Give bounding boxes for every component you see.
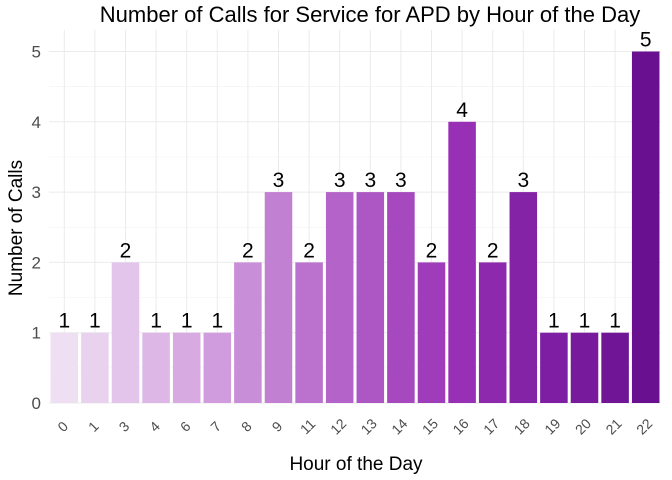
x-tick-label: 16 xyxy=(449,415,471,437)
x-tick-label: 9 xyxy=(269,418,286,435)
bar-hour-16 xyxy=(448,121,476,404)
bar-hour-20 xyxy=(570,332,599,403)
chart-title: Number of Calls for Service for APD by H… xyxy=(100,2,640,27)
x-tick-label: 1 xyxy=(85,418,102,435)
y-tick-label: 1 xyxy=(32,324,41,343)
data-label: 2 xyxy=(487,239,499,262)
data-label: 1 xyxy=(211,310,223,333)
bar-hour-4 xyxy=(142,332,170,403)
data-label: 1 xyxy=(89,310,101,333)
data-label: 2 xyxy=(303,239,315,262)
x-tick-label: 0 xyxy=(54,418,71,435)
bar-hour-21 xyxy=(601,332,629,403)
bar-hour-15 xyxy=(417,262,446,403)
bar-hour-0 xyxy=(50,332,79,403)
bar-hour-19 xyxy=(540,332,568,403)
bar-hour-6 xyxy=(172,332,201,403)
bar-hour-13 xyxy=(356,192,385,403)
x-tick-labels: 0 1 3 4 6 7 8 9 11 12 13 14 15 16 17 18 19 20 21 22 xyxy=(54,415,655,437)
data-label: 1 xyxy=(150,310,162,333)
bar-hour-8 xyxy=(234,262,262,403)
bar-hour-3 xyxy=(111,262,140,403)
data-label: 1 xyxy=(579,310,591,333)
data-label: 1 xyxy=(58,310,70,333)
y-tick-label: 5 xyxy=(32,43,41,62)
grid-lines xyxy=(49,30,661,404)
data-label: 1 xyxy=(548,310,560,333)
x-tick-label: 4 xyxy=(146,418,163,435)
y-tick-label: 4 xyxy=(32,113,41,132)
bar-hour-22 xyxy=(631,51,660,403)
bar-hour-17 xyxy=(478,262,507,403)
data-label: 3 xyxy=(334,169,346,192)
data-label: 4 xyxy=(456,99,468,122)
x-tick-label: 3 xyxy=(116,418,133,435)
bar-hour-7 xyxy=(203,332,232,403)
bar-hour-14 xyxy=(387,192,415,403)
bar-hour-18 xyxy=(509,192,538,403)
x-tick-label: 15 xyxy=(419,415,441,437)
bar-hour-1 xyxy=(81,332,109,403)
x-tick-label: 6 xyxy=(177,418,194,435)
x-tick-label: 12 xyxy=(327,415,349,437)
y-tick-label: 0 xyxy=(32,394,41,413)
x-tick-label: 21 xyxy=(602,415,624,437)
data-label: 1 xyxy=(609,310,621,333)
x-tick-label: 19 xyxy=(541,415,563,437)
data-label: 3 xyxy=(395,169,407,192)
x-tick-label: 18 xyxy=(511,415,533,437)
data-label: 2 xyxy=(242,239,254,262)
bar-hour-12 xyxy=(325,192,354,403)
bars xyxy=(50,51,660,404)
data-label: 1 xyxy=(181,310,193,333)
data-label: 3 xyxy=(364,169,376,192)
data-label: 2 xyxy=(120,239,132,262)
x-tick-label: 22 xyxy=(633,415,655,437)
y-tick-label: 2 xyxy=(32,253,41,272)
bar-hour-11 xyxy=(295,262,323,403)
x-tick-label: 17 xyxy=(480,415,502,437)
y-tick-label: 3 xyxy=(32,183,41,202)
data-label: 5 xyxy=(640,29,652,52)
y-tick-labels: 0 1 2 3 4 5 xyxy=(32,43,41,414)
bar-hour-9 xyxy=(264,192,293,403)
x-axis-title: Hour of the Day xyxy=(289,454,423,475)
x-tick-label: 14 xyxy=(388,415,410,437)
data-label: 3 xyxy=(273,169,285,192)
x-tick-label: 11 xyxy=(297,416,319,438)
data-label: 3 xyxy=(517,169,529,192)
x-tick-label: 13 xyxy=(358,415,380,437)
x-tick-label: 8 xyxy=(238,418,255,435)
x-tick-label: 20 xyxy=(572,415,594,437)
y-axis-title: Number of Calls xyxy=(6,160,27,296)
data-label: 2 xyxy=(426,239,438,262)
x-tick-label: 7 xyxy=(207,418,224,435)
